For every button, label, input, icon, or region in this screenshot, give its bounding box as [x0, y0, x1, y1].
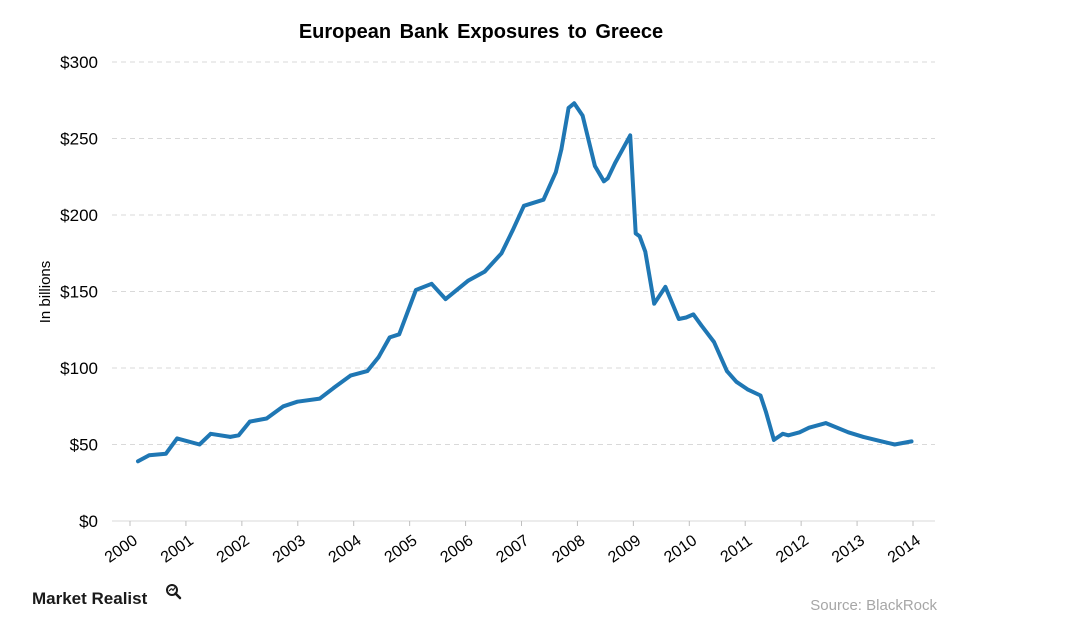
data-point [725, 369, 729, 373]
data-point [522, 204, 526, 208]
data-point [236, 433, 241, 438]
x-tick-label: 2003 [270, 532, 309, 566]
data-point [397, 332, 402, 337]
data-point [510, 228, 515, 233]
data-point [295, 399, 300, 404]
data-point [652, 301, 656, 306]
data-point [175, 436, 179, 441]
data-point [712, 340, 716, 344]
x-axis-ticks: 2000 2001 2002 2003 2004 2005 2006 2007 2008 2009… [102, 521, 924, 566]
data-point [348, 373, 353, 378]
gridlines [112, 61, 935, 522]
data-point [781, 432, 785, 436]
data-point [745, 387, 750, 392]
data-point [764, 410, 768, 415]
x-tick-label: 2008 [549, 532, 588, 566]
data-point [197, 442, 202, 447]
series-layer [136, 101, 914, 464]
x-tick-label: 2014 [885, 532, 924, 566]
data-point [797, 430, 802, 435]
data-point [691, 312, 696, 317]
brand-logo: Market Realist [32, 584, 182, 608]
x-tick-label: 2009 [605, 532, 644, 566]
data-point [786, 433, 791, 438]
x-tick-label: 2010 [661, 532, 700, 566]
y-tick-label: $0 [79, 512, 98, 531]
y-tick-label: $200 [60, 206, 98, 225]
data-point [892, 442, 897, 447]
source-note: Source: BlackRock [810, 597, 937, 614]
data-point [663, 285, 668, 289]
brand-name: Market Realist [32, 589, 148, 608]
data-point [164, 451, 168, 456]
data-point [264, 416, 269, 421]
data-point [643, 249, 648, 254]
x-tick-label: 2012 [773, 532, 812, 566]
x-tick-label: 2007 [493, 532, 532, 566]
data-point [376, 355, 381, 360]
data-point [318, 396, 322, 401]
data-point [613, 161, 617, 165]
data-point [633, 231, 638, 236]
data-point [758, 393, 763, 398]
x-tick-label: 2002 [214, 532, 253, 566]
data-point [559, 147, 564, 151]
data-point [499, 251, 504, 256]
data-point [281, 404, 286, 409]
x-tick-label: 2005 [382, 532, 421, 566]
x-tick-label: 2006 [438, 532, 477, 566]
data-point [606, 176, 610, 181]
data-point [909, 439, 914, 444]
y-tick-label: $150 [60, 283, 98, 302]
y-tick-label: $50 [70, 436, 98, 455]
data-point [628, 133, 632, 138]
data-point [541, 197, 546, 202]
x-tick-label: 2000 [102, 532, 141, 566]
data-point [331, 386, 336, 390]
y-tick-label: $250 [60, 130, 98, 149]
data-point [807, 425, 811, 430]
data-point [387, 335, 392, 340]
data-point [466, 279, 470, 283]
x-tick-label: 2004 [326, 532, 365, 566]
data-point [637, 234, 642, 239]
data-point [824, 421, 828, 425]
data-point [482, 269, 487, 274]
data-point [554, 170, 558, 174]
data-point [208, 432, 213, 436]
y-axis-ticks: $0 $50 $100 $150 $200 $250 $300 [60, 53, 98, 531]
data-point [593, 164, 597, 168]
data-point [699, 323, 703, 328]
data-point [772, 438, 776, 442]
data-point [677, 317, 681, 321]
data-point [414, 288, 418, 292]
y-axis-label: In billions [37, 261, 54, 324]
data-point [846, 430, 851, 435]
chart-title: European Bank Exposures to Greece [299, 21, 663, 43]
data-point [136, 459, 140, 464]
data-point [566, 106, 571, 110]
data-point [147, 453, 151, 458]
data-point [602, 179, 606, 184]
data-point [365, 369, 370, 373]
data-point [429, 282, 434, 286]
data-point [228, 435, 233, 439]
data-point [580, 113, 585, 118]
x-tick-label: 2001 [158, 532, 197, 566]
data-point [572, 101, 576, 106]
data-point [443, 297, 448, 301]
data-point [248, 419, 252, 424]
data-point [734, 380, 739, 384]
x-tick-label: 2013 [829, 532, 868, 566]
data-point [880, 439, 884, 444]
series-line [136, 101, 914, 464]
data-point [861, 435, 866, 439]
y-tick-label: $300 [60, 53, 98, 72]
magnifier-icon [166, 584, 182, 600]
y-tick-label: $100 [60, 359, 98, 378]
x-tick-label: 2011 [718, 532, 756, 566]
data-point [684, 315, 688, 320]
